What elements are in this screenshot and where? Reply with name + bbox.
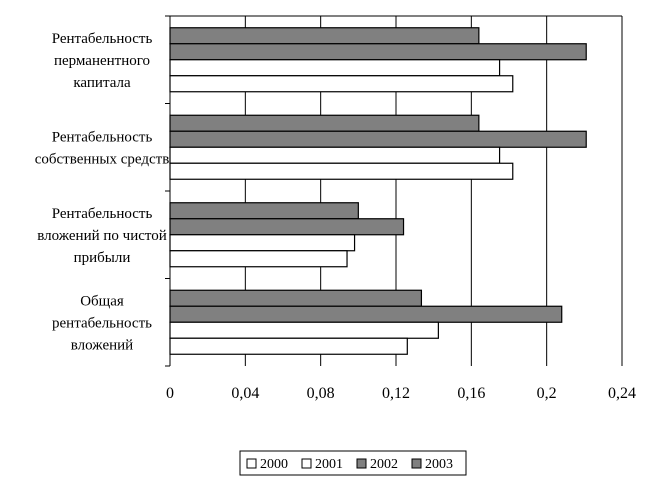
bar-2000 (169, 337, 408, 355)
x-tick-label: 0 (166, 385, 174, 402)
x-tick-label: 0,2 (537, 385, 557, 402)
bar-2001 (169, 234, 356, 252)
y-category-label: капитала (73, 75, 131, 91)
legend-swatch-2003 (411, 458, 422, 469)
x-tick-label: 0,16 (457, 385, 485, 402)
legend-label: 2002 (370, 457, 398, 472)
bar-2001 (169, 146, 501, 164)
y-category-label: Рентабельность (52, 206, 153, 222)
y-category-label: Общая (80, 293, 124, 309)
bar-2003 (169, 202, 359, 220)
bar-2003 (169, 289, 423, 307)
bar-2000 (169, 75, 514, 93)
x-tick-label: 0,04 (231, 385, 259, 402)
y-category-label: прибыли (74, 250, 131, 266)
y-category-label: вложений (71, 337, 133, 353)
legend (239, 450, 467, 476)
y-category-label: Рентабельность (52, 129, 153, 145)
bar-2000 (169, 250, 348, 268)
y-category-label: перманентного (54, 53, 150, 69)
bar-2000 (169, 162, 514, 180)
legend-swatch-2000 (246, 458, 257, 469)
legend-swatch-2002 (356, 458, 367, 469)
bar-2002 (169, 305, 563, 323)
y-category-label: собственных средств (35, 151, 170, 167)
y-category-label: вложений по чистой (37, 228, 167, 244)
bar-2003 (169, 114, 480, 132)
legend-swatch-2001 (301, 458, 312, 469)
bar-2002 (169, 43, 587, 61)
x-tick-label: 0,12 (382, 385, 410, 402)
legend-label: 2003 (425, 457, 453, 472)
bar-2001 (169, 321, 439, 339)
bar-2003 (169, 27, 480, 45)
bar-2001 (169, 59, 501, 77)
y-category-label: Рентабельность (52, 31, 153, 47)
y-category-label: рентабельность (52, 315, 152, 331)
legend-label: 2000 (260, 457, 288, 472)
legend-label: 2001 (315, 457, 343, 472)
bar-2002 (169, 218, 405, 236)
bar-2002 (169, 130, 587, 148)
x-tick-label: 0,24 (608, 385, 636, 402)
x-tick-label: 0,08 (307, 385, 335, 402)
